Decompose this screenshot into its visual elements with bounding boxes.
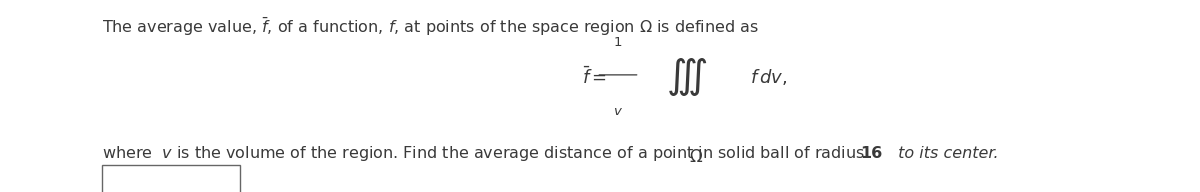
Text: $\iiint$: $\iiint$ (666, 56, 707, 98)
Text: $v$: $v$ (613, 105, 623, 118)
Text: 16: 16 (860, 146, 883, 161)
Text: $f\,dv,$: $f\,dv,$ (750, 67, 787, 87)
Text: $1$: $1$ (613, 36, 623, 49)
Text: where  $v$ is the volume of the region. Find the average distance of a point in : where $v$ is the volume of the region. F… (102, 144, 865, 163)
Text: The average value, $\bar{f}$, of a function, $f$, at points of the space region : The average value, $\bar{f}$, of a funct… (102, 15, 758, 38)
Text: to its center.: to its center. (893, 146, 998, 161)
Text: $\bar{f}=$: $\bar{f}=$ (582, 66, 607, 88)
Text: $\Omega$: $\Omega$ (689, 148, 703, 166)
Bar (102, 165, 240, 192)
